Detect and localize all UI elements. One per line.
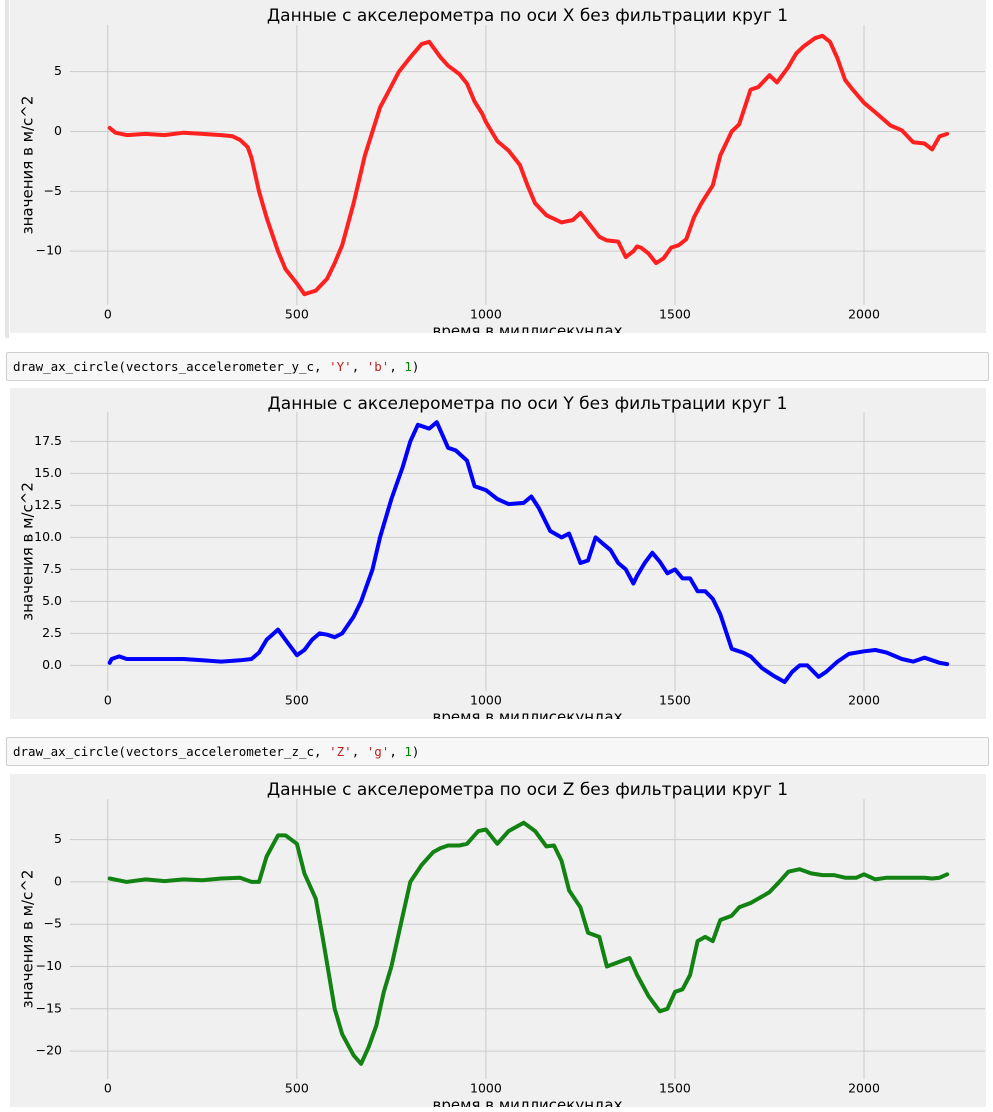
- x-tick-label: 2000: [848, 693, 880, 708]
- chart-z-output: 0 500 1000 1500 2000 −20 −15 −10 −5 0 5 Данные с ак…: [10, 774, 986, 1107]
- code-argument-variable: vectors_accelerometer_y_c: [125, 359, 315, 374]
- chart-z-svg: 0 500 1000 1500 2000 −20 −15 −10 −5 0 5 Данные с ак…: [19, 780, 985, 1107]
- series-line: [107, 33, 950, 297]
- code-function-name: draw_ax_circle: [13, 744, 119, 759]
- y-tick-label: −10: [36, 958, 62, 973]
- chart-title: Данные с акселерометра по оси Z без филь…: [267, 780, 788, 800]
- code-line[interactable]: draw_ax_circle(vectors_accelerometer_z_c…: [13, 744, 420, 759]
- y-tick-label: −20: [36, 1043, 62, 1058]
- y-tick-label: 10.0: [34, 529, 62, 544]
- x-tick-label: 0: [104, 1081, 112, 1096]
- series-line: [107, 820, 950, 1066]
- chart-title: Данные с акселерометра по оси X без филь…: [267, 6, 788, 26]
- code-cell-z[interactable]: draw_ax_circle(vectors_accelerometer_z_c…: [6, 737, 989, 766]
- x-tick-label: 500: [285, 307, 309, 322]
- y-axis-label: значения в м/с^2: [19, 96, 37, 235]
- y-tick-label: −5: [44, 916, 62, 931]
- y-tick-label: 12.5: [34, 497, 62, 512]
- chart-y-svg: 0 500 1000 1500 2000 0.0 2.5 5.0 7.5 10.0 12.5 15.0…: [19, 394, 985, 719]
- x-tick-label: 1500: [659, 1081, 691, 1096]
- chart-x-output: 0 500 1000 1500 2000 −10 −5 0 5 Данные с акселеро…: [10, 0, 986, 333]
- x-tick-label: 2000: [848, 307, 880, 322]
- x-axis-label: время в миллисекундах: [433, 708, 623, 719]
- x-tick-label: 1000: [470, 693, 502, 708]
- series-line: [107, 420, 950, 684]
- y-tick-label: 5: [54, 831, 62, 846]
- code-argument-circle: 1: [404, 744, 412, 759]
- x-tick-label: 1500: [659, 307, 691, 322]
- y-tick-label: −15: [36, 1000, 62, 1015]
- y-tick-label: 5.0: [42, 593, 62, 608]
- y-tick-label: −10: [36, 243, 62, 258]
- y-axis-label: значения в м/с^2: [19, 870, 37, 1009]
- code-argument-axis: 'Y': [329, 359, 352, 374]
- x-tick-label: 500: [285, 693, 309, 708]
- y-tick-label: 0.0: [42, 657, 62, 672]
- code-cell-y[interactable]: draw_ax_circle(vectors_accelerometer_y_c…: [6, 352, 989, 381]
- y-axis-label: значения в м/с^2: [19, 482, 37, 621]
- x-tick-label: 500: [285, 1081, 309, 1096]
- y-tick-label: 0: [54, 873, 62, 888]
- code-line[interactable]: draw_ax_circle(vectors_accelerometer_y_c…: [13, 359, 420, 374]
- chart-y-output: 0 500 1000 1500 2000 0.0 2.5 5.0 7.5 10.0 12.5 15.0…: [10, 388, 986, 719]
- y-tick-label: 7.5: [42, 561, 62, 576]
- code-argument-color: 'b': [366, 359, 390, 374]
- code-argument-circle: 1: [404, 359, 412, 374]
- chart-title: Данные с акселерометра по оси Y без филь…: [268, 394, 788, 414]
- code-argument-variable: vectors_accelerometer_z_c: [125, 744, 315, 759]
- x-axis-label: время в миллисекундах: [433, 1096, 623, 1107]
- code-argument-axis: 'Z': [329, 744, 352, 759]
- chart-x-svg: 0 500 1000 1500 2000 −10 −5 0 5 Данные с акселеро…: [19, 6, 985, 333]
- y-tick-label: 0: [54, 123, 62, 138]
- y-tick-label: 15.0: [34, 465, 62, 480]
- code-function-name: draw_ax_circle: [13, 359, 119, 374]
- x-tick-label: 0: [104, 307, 112, 322]
- x-tick-label: 1500: [659, 693, 691, 708]
- x-tick-label: 2000: [848, 1081, 880, 1096]
- x-axis-label: время в миллисекундах: [433, 322, 623, 333]
- output-scroll-strip: [5, 0, 9, 338]
- y-tick-label: 5: [54, 63, 62, 78]
- y-tick-label: 17.5: [34, 433, 62, 448]
- x-tick-label: 0: [104, 693, 112, 708]
- y-tick-label: 2.5: [42, 625, 62, 640]
- code-argument-color: 'g': [366, 744, 390, 759]
- y-tick-label: −5: [44, 183, 62, 198]
- x-tick-label: 1000: [470, 307, 502, 322]
- x-tick-label: 1000: [470, 1081, 502, 1096]
